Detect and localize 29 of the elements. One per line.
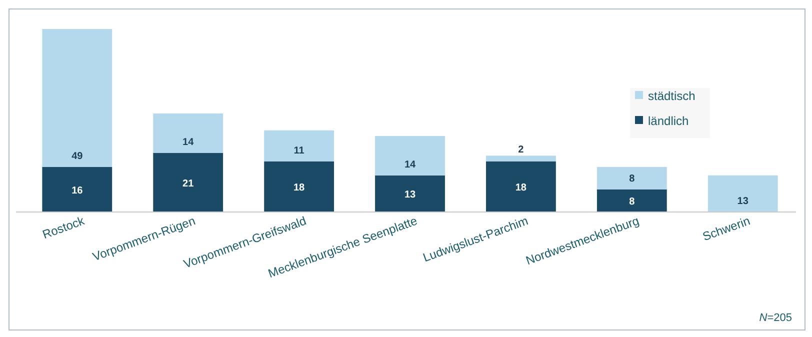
legend-label: städtisch [648,89,696,103]
bar [486,156,556,162]
bar [153,152,224,212]
legend-label: ländlich [648,114,689,128]
bar [375,175,445,212]
bar [153,113,224,153]
data-label: 18 [515,182,527,194]
data-label: 16 [72,185,84,196]
bar [596,166,667,190]
data-label: 49 [72,150,84,162]
data-label: 14 [182,136,194,148]
data-label: 8 [629,173,636,184]
data-label: 18 [293,182,306,194]
data-label: 13 [404,190,416,201]
bar [486,161,556,212]
bar [264,130,334,162]
data-label: 11 [294,145,305,156]
bar [596,189,667,212]
bar [42,166,112,212]
data-label: 13 [737,196,749,207]
bar [264,161,334,212]
data-label: 2 [518,144,524,156]
text: N=205 [759,312,792,324]
data-label: 21 [182,178,194,190]
data-label: 14 [404,159,416,170]
bar [375,136,445,176]
data-label: 8 [629,196,636,208]
bar [708,175,778,212]
bar [42,29,112,167]
